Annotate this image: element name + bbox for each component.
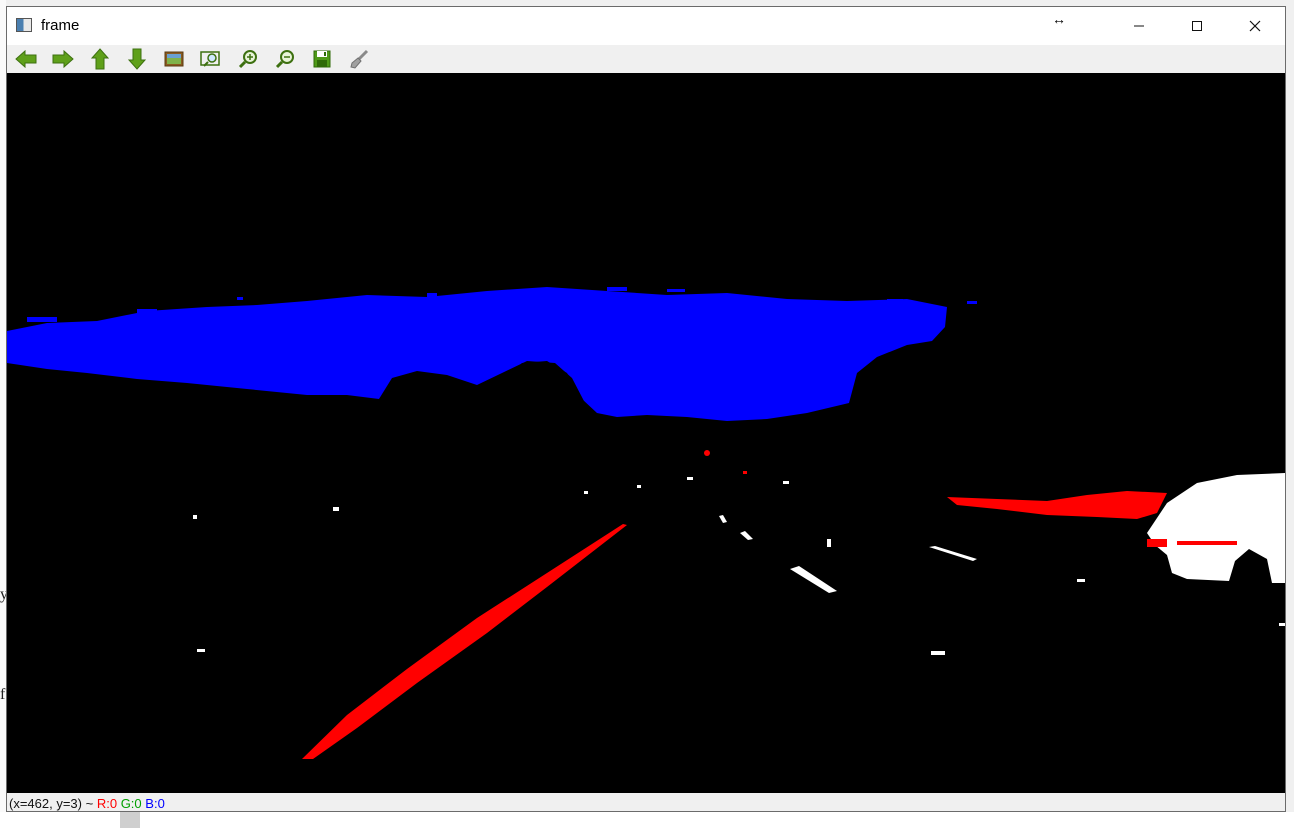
cursor-coordinates: (x=462, y=3) ~ (9, 796, 94, 811)
zoom-original-button[interactable] (162, 48, 186, 70)
arrow-right-icon (52, 50, 74, 68)
sky-mask (7, 287, 977, 421)
close-button[interactable] (1226, 7, 1284, 45)
zoom-out-button[interactable] (273, 48, 297, 70)
minimize-icon (1134, 25, 1144, 27)
pan-up-button[interactable] (88, 48, 112, 70)
background-text-fragment: f (0, 686, 6, 703)
brush-icon (350, 49, 369, 69)
pixel-green-value: G:0 (120, 796, 142, 811)
image-canvas[interactable] (7, 73, 1285, 793)
image-icon (164, 51, 184, 67)
arrow-left-icon (15, 50, 37, 68)
floppy-disk-icon (313, 50, 331, 68)
lane-detection-frame (7, 73, 1285, 793)
desktop-edge (0, 0, 6, 828)
window-title: frame (41, 17, 80, 34)
toolbar (7, 45, 1285, 73)
arrow-up-icon (91, 48, 109, 70)
pan-left-button[interactable] (14, 48, 38, 70)
desktop-bottom-strip (0, 812, 1294, 828)
lane-markings-white (193, 477, 1285, 655)
left-lane-line (302, 524, 627, 759)
background-text-fragment: y (0, 586, 8, 603)
zoom-in-icon (238, 50, 257, 69)
zoom-out-icon (275, 50, 294, 69)
white-car (1147, 473, 1285, 583)
right-red-band (947, 491, 1167, 519)
image-window: frame ↔ (6, 6, 1286, 812)
tree-silhouette (379, 361, 592, 417)
pan-right-button[interactable] (51, 48, 75, 70)
title-bar[interactable]: frame ↔ (7, 7, 1285, 45)
maximize-icon (1192, 21, 1202, 31)
app-icon (16, 18, 32, 32)
resize-cursor-icon: ↔ (1052, 11, 1066, 27)
zoom-fit-icon (200, 51, 220, 67)
pixel-red-value: R:0 (96, 796, 118, 811)
minimize-button[interactable] (1110, 7, 1168, 45)
arrow-down-icon (128, 48, 146, 70)
save-button[interactable] (310, 48, 334, 70)
taskbar-fragment (120, 812, 140, 828)
pan-down-button[interactable] (125, 48, 149, 70)
maximize-button[interactable] (1168, 7, 1226, 45)
close-icon (1249, 20, 1261, 32)
status-bar: (x=462, y=3) ~ R:0 G:0 B:0 (7, 793, 1285, 811)
pixel-blue-value: B:0 (145, 796, 165, 811)
properties-button[interactable] (347, 48, 371, 70)
zoom-fit-button[interactable] (199, 48, 223, 70)
zoom-in-button[interactable] (236, 48, 260, 70)
small-red-spots (704, 450, 747, 474)
